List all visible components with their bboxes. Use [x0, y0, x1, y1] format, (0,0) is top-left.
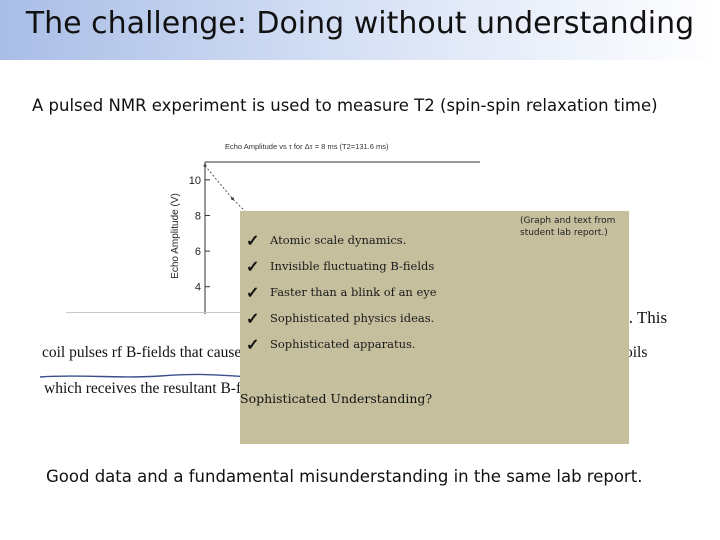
- check-icon: ✓: [246, 256, 260, 276]
- check-icon: ✓: [246, 308, 260, 328]
- checklist-item: ✓ Faster than a blink of an eye: [246, 279, 437, 305]
- slide-title: The challenge: Doing without understandi…: [25, 6, 695, 41]
- checklist: ✓ Atomic scale dynamics. ✓ Invisible flu…: [246, 227, 437, 357]
- scan-underline: [40, 373, 250, 378]
- check-icon: ✓: [246, 334, 260, 354]
- checklist-item: ✓ Invisible fluctuating B-fields: [246, 253, 437, 279]
- slide-subtitle: A pulsed NMR experiment is used to measu…: [32, 96, 658, 115]
- understanding-question: Sophisticated Understanding?: [240, 391, 433, 406]
- scan-text-tail-2: oils: [625, 344, 648, 361]
- check-icon: ✓: [246, 230, 260, 250]
- chart-title: Echo Amplitude vs τ for Δτ = 8 ms (T2=13…: [225, 142, 389, 151]
- chart-ytick-label: 10: [189, 175, 201, 187]
- chart-ytick-label: 6: [195, 246, 201, 258]
- chart-point: [203, 164, 207, 167]
- checklist-item: ✓ Sophisticated physics ideas.: [246, 305, 437, 331]
- slide-caption: Good data and a fundamental misunderstan…: [46, 467, 643, 486]
- checklist-item-label: Invisible fluctuating B-fields: [270, 259, 435, 273]
- scan-text-tail-1: l. This: [624, 308, 668, 327]
- checklist-item-label: Sophisticated apparatus.: [270, 337, 416, 351]
- scan-text-line-1: coil pulses rf B-fields that cause: [42, 344, 242, 361]
- scan-rule: [66, 312, 246, 313]
- checklist-item: ✓ Atomic scale dynamics.: [246, 227, 437, 253]
- title-bar: The challenge: Doing without understandi…: [0, 0, 720, 60]
- checklist-item-label: Atomic scale dynamics.: [270, 233, 407, 247]
- chart-ticks: 10 8 6 4: [189, 175, 210, 294]
- source-note: (Graph and text from student lab report.…: [520, 216, 616, 238]
- chart-ytick-label: 4: [195, 282, 201, 294]
- checklist-item: ✓ Sophisticated apparatus.: [246, 331, 437, 357]
- checklist-item-label: Sophisticated physics ideas.: [270, 311, 435, 325]
- chart-ylabel: Echo Amplitude (V): [170, 193, 181, 279]
- overlay-box: ✓ Atomic scale dynamics. ✓ Invisible flu…: [240, 211, 629, 444]
- chart-ytick-label: 8: [195, 210, 201, 222]
- check-icon: ✓: [246, 282, 260, 302]
- checklist-item-label: Faster than a blink of an eye: [270, 285, 437, 299]
- scan-text-line-2: which receives the resultant B-f: [44, 380, 242, 397]
- chart-point: [231, 197, 234, 201]
